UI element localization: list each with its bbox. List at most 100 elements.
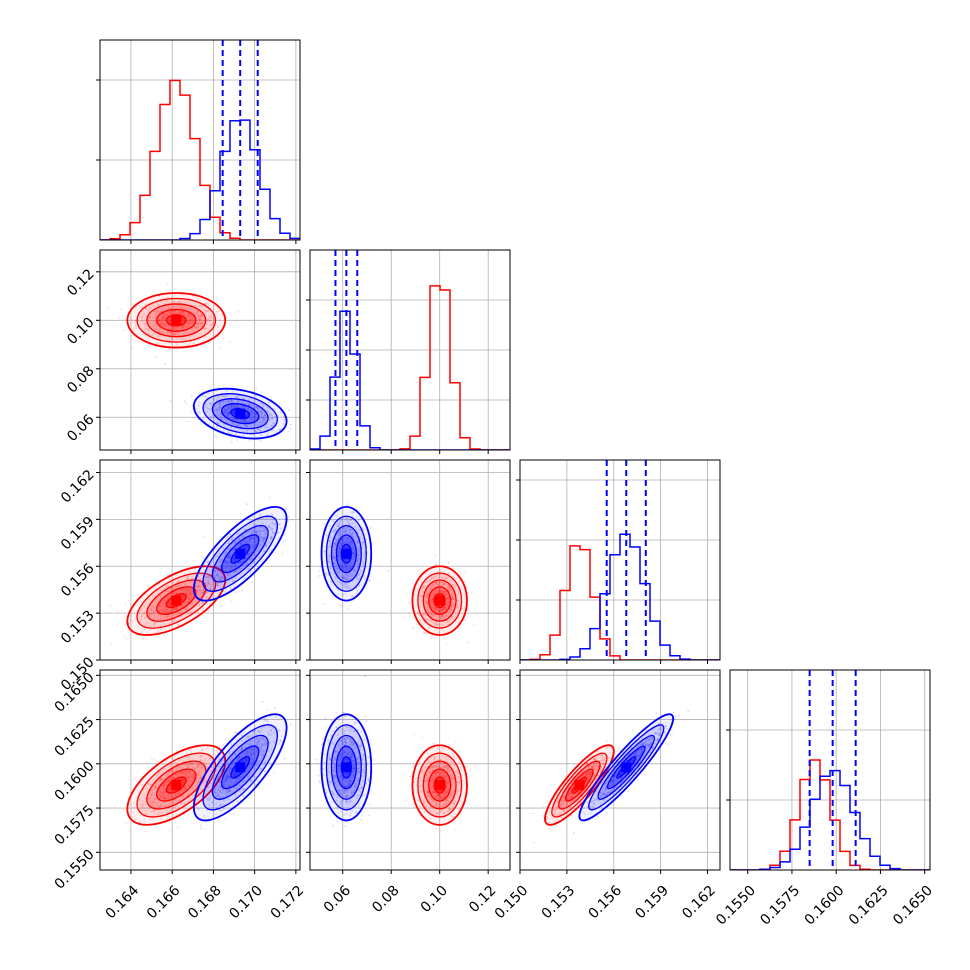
sample-point: [157, 327, 160, 330]
density-peak-cell: [235, 408, 246, 419]
sample-point: [225, 395, 228, 398]
sample-point: [227, 399, 230, 402]
sample-point: [154, 316, 157, 319]
y-tick-label-p1: 0.10: [64, 315, 97, 348]
sample-point: [167, 325, 170, 328]
sample-point: [189, 331, 192, 334]
sample-point: [258, 530, 261, 533]
sample-point: [230, 426, 233, 429]
sample-point: [269, 528, 272, 531]
sample-point: [260, 414, 263, 417]
sample-point: [147, 328, 150, 331]
sample-point: [458, 580, 461, 583]
sample-point: [150, 608, 153, 611]
sample-point: [240, 589, 243, 592]
sample-point: [250, 532, 253, 535]
sample-point: [229, 399, 232, 402]
sample-point: [206, 302, 209, 305]
sample-point: [437, 608, 440, 611]
sample-point: [153, 623, 156, 626]
sample-point: [228, 564, 231, 567]
sample-point: [429, 602, 432, 605]
histogram-panel-p0: [96, 39, 301, 244]
sample-point: [197, 322, 200, 325]
sample-point: [246, 424, 249, 427]
sample-point: [216, 310, 219, 313]
sample-point: [181, 316, 184, 319]
sample-point: [431, 598, 434, 601]
histogram-series-0: [100, 79, 300, 240]
sample-point: [440, 615, 443, 618]
sample-point: [201, 315, 204, 318]
sample-point: [172, 620, 175, 623]
sample-point: [217, 575, 220, 578]
sample-point: [178, 312, 181, 315]
sample-point: [160, 321, 163, 324]
sample-point: [187, 597, 190, 600]
sample-point: [225, 565, 228, 568]
sample-point: [217, 422, 220, 425]
sample-point: [249, 536, 252, 539]
sample-point: [176, 607, 179, 610]
sample-point: [347, 607, 350, 610]
sample-point: [234, 541, 237, 544]
sample-point: [260, 402, 263, 405]
sample-point: [468, 609, 471, 612]
sample-point: [186, 595, 189, 598]
sample-point: [229, 408, 232, 411]
sample-point: [441, 609, 444, 612]
sample-point: [226, 413, 229, 416]
sample-point: [243, 420, 246, 423]
sample-point: [426, 596, 429, 599]
sample-point: [186, 316, 189, 319]
sample-point: [230, 566, 233, 569]
sample-point: [208, 319, 211, 322]
sample-point: [223, 409, 226, 412]
sample-point: [134, 776, 137, 779]
y-tick-label-p1: 0.12: [64, 266, 97, 299]
sample-point: [204, 303, 207, 306]
sample-point: [159, 597, 162, 600]
sample-point: [193, 416, 196, 419]
sample-point: [424, 631, 427, 634]
sample-point: [463, 618, 466, 621]
sample-point: [213, 398, 216, 401]
sample-point: [160, 330, 163, 333]
sample-point: [256, 406, 259, 409]
sample-point: [211, 583, 214, 586]
sample-point: [161, 316, 164, 319]
sample-point: [157, 629, 160, 632]
sample-point: [249, 538, 252, 541]
sample-point: [225, 587, 228, 590]
sample-point: [245, 542, 248, 545]
sample-point: [287, 409, 290, 412]
sample-point: [168, 601, 171, 604]
sample-point: [263, 535, 266, 538]
sample-point: [227, 407, 230, 410]
sample-point: [168, 589, 171, 592]
sample-point: [191, 576, 194, 579]
sample-point: [142, 613, 145, 616]
sample-point: [209, 323, 212, 326]
sample-point: [165, 610, 168, 613]
sample-point: [432, 597, 435, 600]
sample-point: [224, 409, 227, 412]
sample-point: [216, 547, 219, 550]
sample-point: [177, 624, 180, 627]
sample-point: [153, 758, 156, 761]
sample-point: [186, 578, 189, 581]
sample-point: [425, 601, 428, 604]
sample-point: [222, 566, 225, 569]
sample-point: [228, 540, 231, 543]
sample-point: [209, 589, 212, 592]
sample-point: [219, 576, 222, 579]
sample-point: [461, 607, 464, 610]
sample-point: [164, 615, 167, 618]
sample-point: [263, 530, 266, 533]
sample-point: [167, 348, 170, 351]
sample-point: [134, 325, 137, 328]
sample-point: [211, 415, 214, 418]
sample-point: [209, 587, 212, 590]
sample-point: [188, 581, 191, 584]
sample-point: [424, 596, 427, 599]
